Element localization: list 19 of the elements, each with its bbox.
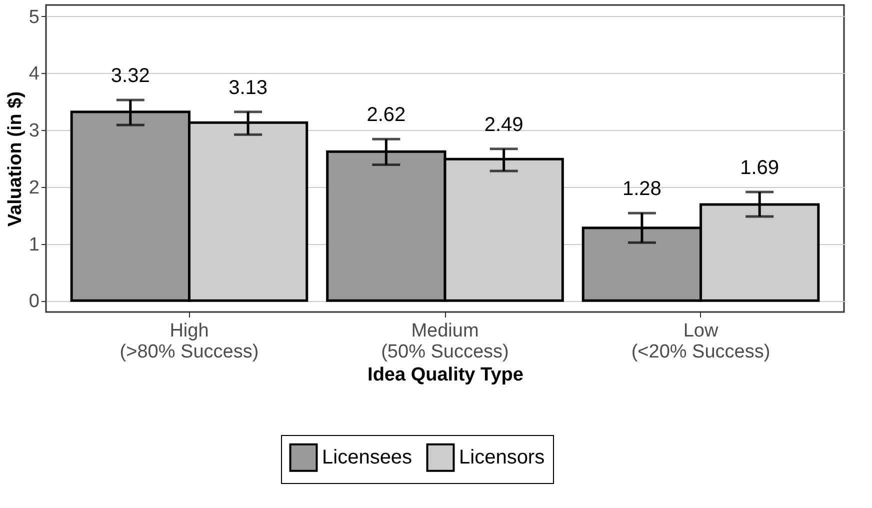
- data-label: 3.13: [228, 76, 268, 99]
- y-tick-label: 1: [28, 234, 40, 256]
- legend-label: Licensees: [322, 446, 412, 469]
- y-tick-label: 4: [28, 64, 40, 85]
- y-tick-label: 5: [28, 6, 40, 28]
- data-label: 3.32: [110, 64, 150, 87]
- y-tick-label: 2: [28, 177, 40, 198]
- legend-label: Licensors: [459, 446, 545, 469]
- data-label: 1.69: [740, 157, 780, 180]
- x-tick-label: Medium (50% Success): [381, 320, 509, 362]
- data-label: 1.28: [622, 178, 662, 200]
- y-axis-title: Valuation (in $): [4, 91, 26, 227]
- x-tick-label: High (>80% Success): [120, 320, 259, 362]
- x-tick-label: Low (<20% Success): [631, 320, 770, 362]
- data-label: 2.49: [484, 114, 524, 136]
- y-tick-label: 0: [28, 291, 40, 312]
- y-tick-label: 3: [28, 120, 40, 142]
- data-label: 2.62: [366, 104, 406, 126]
- x-axis-title: Idea Quality Type: [368, 364, 524, 386]
